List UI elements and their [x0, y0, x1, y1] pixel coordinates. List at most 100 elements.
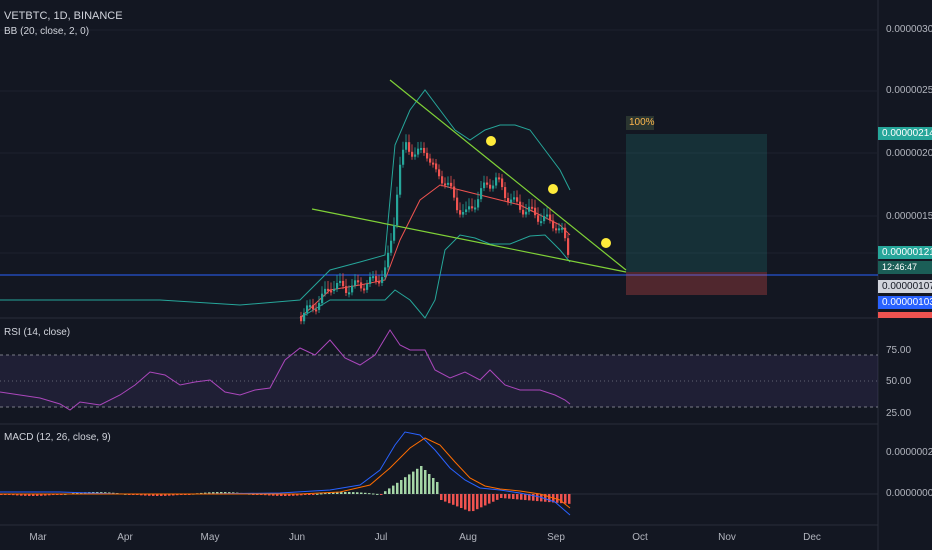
- candle: [372, 276, 375, 279]
- rsi-label[interactable]: RSI (14, close): [4, 327, 71, 338]
- macd-bar: [160, 494, 163, 496]
- marker-icons: [486, 136, 611, 248]
- candle: [534, 207, 537, 216]
- candle: [369, 276, 372, 284]
- macd-bar: [508, 494, 511, 499]
- macd-bar: [28, 494, 31, 496]
- candle: [426, 152, 429, 159]
- macd-bar: [200, 492, 203, 494]
- macd-bar: [348, 492, 351, 494]
- trend-lower: [311, 208, 627, 273]
- macd-bar: [528, 494, 531, 501]
- candle: [489, 184, 492, 189]
- signal-line: [0, 437, 571, 509]
- level-badge-blue: 0.00000103: [878, 296, 932, 309]
- macd-bar: [548, 494, 551, 503]
- candle: [339, 280, 342, 283]
- macd-bar: [48, 494, 51, 496]
- target-zone: [626, 134, 767, 272]
- macd-label[interactable]: MACD (12, 26, close, 9): [4, 432, 111, 443]
- candle: [360, 282, 363, 289]
- candle: [495, 177, 498, 186]
- macd-bar: [376, 493, 379, 495]
- month-tick: Jul: [374, 532, 388, 543]
- macd-bar: [344, 492, 347, 494]
- candle: [438, 169, 441, 177]
- macd-bar: [436, 482, 439, 494]
- macd-bar: [300, 494, 303, 496]
- macd-bar: [316, 493, 319, 495]
- month-tick: Apr: [117, 532, 133, 543]
- candle: [516, 197, 519, 202]
- candle: [546, 214, 549, 217]
- candle: [447, 182, 450, 185]
- macd-bar: [516, 494, 519, 500]
- macd-bar: [412, 471, 415, 494]
- macd-bar: [384, 491, 387, 494]
- macd-bar: [500, 494, 503, 498]
- candle: [324, 288, 327, 294]
- candle: [303, 312, 306, 322]
- macd-bar: [460, 494, 463, 508]
- macd-bar: [496, 494, 499, 500]
- candles: [300, 134, 570, 325]
- month-tick: Oct: [632, 532, 648, 543]
- macd-bar: [152, 494, 155, 496]
- candle: [342, 280, 345, 287]
- macd-bar: [444, 494, 447, 502]
- candle: [429, 158, 432, 163]
- macd-bar: [560, 494, 563, 504]
- candle: [480, 188, 483, 200]
- macd-bar: [272, 494, 275, 496]
- rsi-band: [0, 355, 878, 407]
- candle: [471, 206, 474, 209]
- macd-bar: [400, 480, 403, 494]
- macd-bar: [532, 494, 535, 501]
- candle: [537, 215, 540, 222]
- macd-bar: [352, 492, 355, 494]
- candle: [378, 281, 381, 284]
- candle: [408, 142, 411, 152]
- bb-indicator-label[interactable]: BB (20, close, 2, 0): [4, 26, 90, 37]
- rsi-tick: 50.00: [886, 376, 912, 387]
- macd-bar: [212, 492, 215, 494]
- macd-bar: [44, 494, 47, 496]
- candle: [333, 289, 336, 292]
- month-tick: Dec: [803, 532, 821, 543]
- month-tick: Jun: [288, 532, 306, 543]
- candle: [306, 305, 309, 313]
- bb-lower: [299, 234, 571, 319]
- macd-bar: [268, 494, 271, 496]
- candle: [411, 151, 414, 157]
- macd-bar: [336, 492, 339, 494]
- candle: [525, 211, 528, 215]
- macd-bar: [264, 494, 267, 496]
- candle: [528, 206, 531, 212]
- month-tick: Aug: [459, 532, 477, 543]
- macd-bar: [32, 494, 35, 496]
- candle: [318, 303, 321, 310]
- candle: [351, 285, 354, 293]
- candle: [417, 148, 420, 155]
- candle: [519, 201, 522, 210]
- rsi-tick: 75.00: [886, 345, 912, 356]
- macd-bar: [176, 494, 179, 496]
- candle: [486, 182, 489, 185]
- candle: [327, 288, 330, 291]
- macd-bar: [568, 494, 571, 504]
- macd-bar: [292, 494, 295, 496]
- position-label-bg: [626, 116, 654, 130]
- countdown-badge: 12:46:47: [878, 261, 932, 274]
- macd-bar: [280, 494, 283, 496]
- macd-bar: [440, 494, 443, 500]
- macd-bar: [472, 494, 475, 512]
- candle: [321, 293, 324, 304]
- candle: [393, 225, 396, 241]
- macd-bar: [488, 494, 491, 504]
- candle: [531, 206, 534, 209]
- candle: [474, 207, 477, 210]
- macd-bar: [52, 494, 55, 496]
